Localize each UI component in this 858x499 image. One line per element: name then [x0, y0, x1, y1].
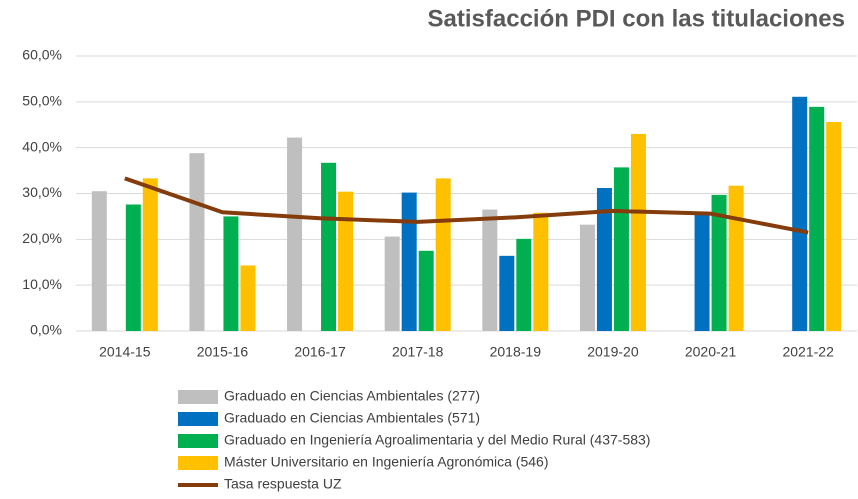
bar	[596, 188, 612, 331]
x-tick-label: 2020-21	[685, 344, 737, 360]
bar	[499, 255, 515, 331]
bar	[792, 96, 808, 332]
bar	[189, 153, 205, 331]
y-tick-label: 0,0%	[30, 322, 62, 338]
x-tick-label: 2016-17	[294, 344, 346, 360]
bar	[338, 191, 354, 331]
y-tick-label: 30,0%	[22, 184, 62, 200]
bar	[240, 265, 256, 331]
bar	[91, 191, 107, 331]
bar	[711, 194, 727, 331]
bar	[435, 178, 451, 331]
y-tick-label: 10,0%	[22, 276, 62, 292]
bar	[516, 238, 532, 331]
bar	[809, 106, 825, 331]
legend-swatch	[178, 456, 218, 470]
bar	[613, 167, 629, 331]
legend-swatch	[178, 434, 218, 448]
bar	[142, 178, 158, 331]
x-tick-label: 2018-19	[490, 344, 542, 360]
y-tick-label: 40,0%	[22, 138, 62, 154]
x-tick-label: 2019-20	[587, 344, 639, 360]
bar	[694, 212, 710, 331]
bar	[384, 236, 400, 331]
bar	[321, 162, 337, 331]
legend-label: Máster Universitario en Ingeniería Agron…	[224, 454, 549, 470]
y-tick-label: 20,0%	[22, 230, 62, 246]
line	[124, 176, 809, 235]
bar	[826, 122, 842, 331]
bar	[579, 224, 595, 331]
bar	[223, 216, 239, 331]
x-tick-label: 2021-22	[782, 344, 834, 360]
legend-label: Graduado en Ingeniería Agroalimentaria y…	[224, 432, 650, 448]
bar	[401, 192, 417, 331]
bar	[533, 212, 549, 331]
chart-title: Satisfacción PDI con las titulaciones	[428, 5, 845, 32]
legend-swatch	[178, 390, 218, 404]
bar	[728, 185, 744, 331]
legend-label: Graduado en Ciencias Ambientales (277)	[224, 388, 480, 404]
x-tick-label: 2014-15	[99, 344, 151, 360]
legend-label: Graduado en Ciencias Ambientales (571)	[224, 410, 480, 426]
bar	[482, 209, 498, 331]
bar	[125, 204, 141, 331]
x-tick-label: 2015-16	[197, 344, 249, 360]
bar	[287, 137, 303, 331]
legend-swatch	[178, 412, 218, 426]
y-tick-label: 60,0%	[22, 47, 62, 63]
legend-label: Tasa respuesta UZ	[224, 476, 342, 492]
bar	[418, 250, 434, 331]
x-tick-label: 2017-18	[392, 344, 444, 360]
bar	[630, 133, 646, 331]
y-tick-label: 50,0%	[22, 93, 62, 109]
